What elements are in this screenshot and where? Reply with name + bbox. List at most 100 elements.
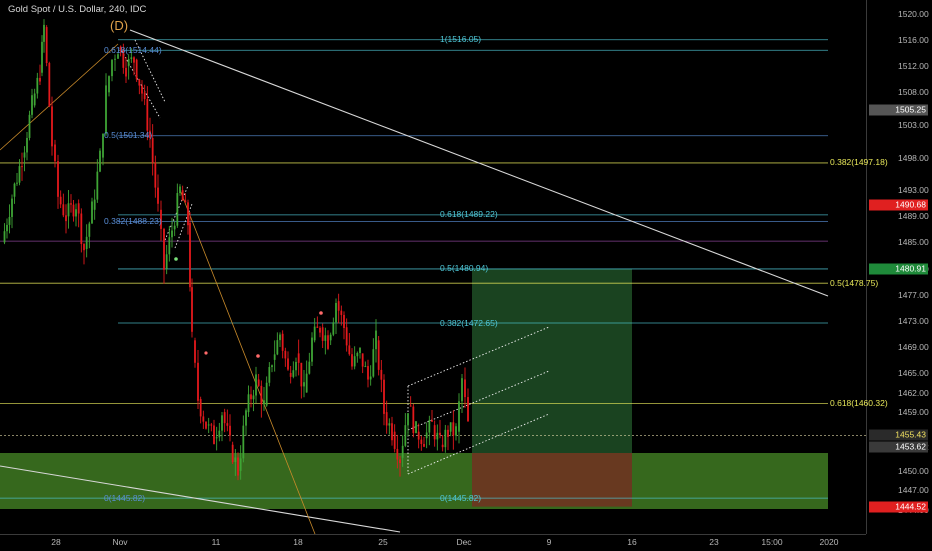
candle-body	[149, 130, 151, 139]
candle-body	[91, 201, 93, 224]
candle-body	[351, 354, 353, 367]
candle-body	[425, 432, 428, 439]
price-tick: 1485.00	[898, 237, 929, 248]
candle-body	[117, 54, 119, 59]
candle-body	[202, 416, 205, 422]
candle-body	[93, 199, 96, 210]
time-tick: 28	[51, 537, 61, 547]
candle-body	[33, 93, 36, 106]
candle-body	[369, 376, 372, 380]
candle-body	[72, 204, 75, 217]
candle-body	[105, 85, 107, 134]
candle-body	[284, 350, 287, 359]
fib-level-label: 0.5(1480.94)	[440, 263, 489, 274]
signal-dot	[319, 311, 323, 315]
candle-body	[88, 223, 91, 237]
price-tick: 1512.00	[898, 61, 929, 72]
candle-body	[181, 190, 184, 201]
candle-body	[133, 57, 135, 63]
candle-body	[125, 67, 127, 77]
price-label: 1480.91	[869, 263, 928, 275]
candle-body	[393, 431, 396, 449]
time-tick: 16	[627, 537, 637, 547]
time-tick: 15:00	[761, 537, 783, 547]
time-scale[interactable]	[0, 534, 866, 551]
candle-body	[242, 425, 245, 459]
candle-body	[377, 340, 380, 370]
price-tick: 1503.00	[898, 119, 929, 130]
candle-body	[59, 196, 62, 205]
price-tick: 1462.00	[898, 387, 929, 398]
candle-body	[260, 385, 263, 405]
candle-body	[163, 228, 165, 270]
candle-body	[143, 92, 146, 100]
candle-body	[189, 222, 191, 288]
candle-body	[114, 58, 116, 60]
candle-body	[372, 349, 375, 377]
candle-body	[138, 79, 141, 86]
candle-body	[415, 421, 417, 434]
candle-body	[43, 24, 45, 42]
candle-body	[287, 358, 289, 370]
candle-body	[407, 413, 409, 426]
symbol-name: Gold Spot / U.S. Dollar	[8, 4, 104, 15]
candle-body	[255, 374, 257, 396]
candle-body	[245, 410, 247, 426]
time-tick: 2020	[819, 537, 839, 547]
candle-body	[215, 437, 218, 439]
candle-body	[111, 59, 113, 77]
candle-body	[65, 215, 67, 222]
candle-body	[99, 150, 101, 172]
stop-zone	[472, 453, 632, 507]
price-label: 1455.43	[869, 429, 928, 441]
channel-line	[174, 203, 193, 249]
candle-body	[173, 225, 176, 230]
candle-body	[305, 373, 308, 393]
candle-body	[199, 399, 202, 417]
candle-body	[252, 395, 255, 400]
candle-body	[356, 352, 359, 357]
candle-body	[48, 63, 51, 107]
price-scale[interactable]	[866, 0, 932, 534]
candle-body	[221, 415, 223, 431]
candle-body	[8, 216, 11, 225]
title-separator: ,	[124, 4, 128, 15]
candle-body	[380, 369, 383, 380]
candle-body	[213, 425, 215, 444]
price-label: 1453.62	[869, 441, 928, 453]
price-tick: 1477.00	[898, 289, 929, 300]
candle-body	[257, 379, 260, 386]
candle-body	[268, 367, 271, 383]
candle-body	[234, 457, 237, 463]
candle-body	[96, 171, 99, 200]
price-tick: 1459.00	[898, 407, 929, 418]
candle-body	[401, 445, 404, 458]
time-tick: 23	[709, 537, 719, 547]
time-tick: 18	[293, 537, 303, 547]
candle-body	[337, 301, 340, 311]
candle-body	[83, 244, 85, 251]
candle-body	[313, 326, 316, 341]
candle-body	[54, 144, 56, 162]
price-tick: 1520.00	[898, 9, 929, 19]
candle-body	[18, 166, 21, 183]
price-label: 1444.52	[869, 501, 928, 513]
candle-body	[165, 254, 168, 269]
candle-body	[388, 423, 391, 426]
candle-body	[281, 333, 284, 351]
candle-body	[146, 99, 149, 131]
fib-level-label: 0.5(1501.34)	[104, 130, 153, 141]
trend-line	[129, 29, 829, 297]
candle-body	[135, 59, 138, 80]
target-zone	[472, 268, 632, 453]
candle-body	[441, 444, 444, 448]
candle-body	[85, 236, 88, 249]
price-tick: 1465.00	[898, 367, 929, 378]
candle-body	[335, 302, 337, 323]
candle-body	[391, 423, 393, 441]
candle-body	[45, 27, 48, 64]
candle-body	[36, 77, 39, 94]
candle-body	[289, 372, 292, 377]
